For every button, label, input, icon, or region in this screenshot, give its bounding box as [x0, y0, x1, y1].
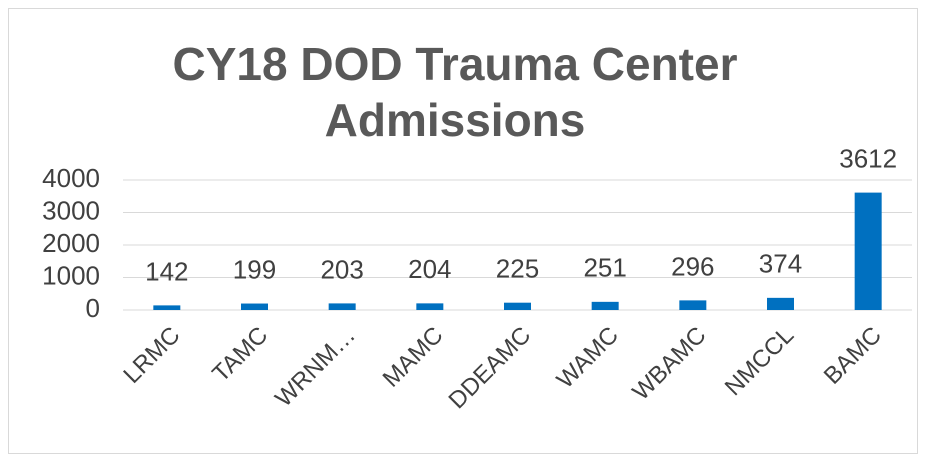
data-label: 204 — [408, 254, 451, 284]
y-tick-label: 3000 — [42, 195, 100, 225]
x-tick-label: TAMC — [207, 322, 273, 388]
bar — [767, 297, 794, 310]
x-tick-label: DDEAMC — [444, 322, 537, 415]
y-tick-label: 1000 — [42, 260, 100, 290]
y-tick-label: 4000 — [42, 163, 100, 193]
bar — [153, 305, 181, 310]
data-label: 142 — [145, 256, 188, 286]
data-label: 203 — [320, 254, 363, 284]
data-label: 251 — [583, 253, 626, 283]
data-label: 296 — [671, 251, 714, 281]
x-tick-label: NMCCL — [720, 322, 799, 401]
data-label: 199 — [233, 254, 276, 284]
x-tick-label: WBAMC — [627, 322, 711, 406]
x-tick-label: LRMC — [118, 322, 185, 389]
bar — [416, 303, 444, 310]
x-tick-label: WRNM… — [270, 322, 361, 413]
bar — [591, 301, 619, 310]
bar — [328, 303, 356, 310]
x-tick-label: BAMC — [819, 322, 887, 390]
bar — [854, 192, 882, 310]
x-tick-label: WAMC — [552, 322, 624, 394]
data-label: 225 — [496, 254, 539, 284]
data-label: 374 — [759, 249, 802, 279]
x-tick-label: MAMC — [378, 322, 449, 393]
y-tick-label: 2000 — [42, 228, 100, 258]
y-tick-label: 0 — [86, 293, 100, 323]
chart-title: CY18 DOD Trauma Center Admissions — [172, 38, 738, 146]
bar — [241, 303, 268, 310]
chart-border — [8, 8, 918, 454]
data-label: 3612 — [839, 143, 897, 173]
bar — [679, 300, 707, 310]
bar — [504, 302, 531, 310]
